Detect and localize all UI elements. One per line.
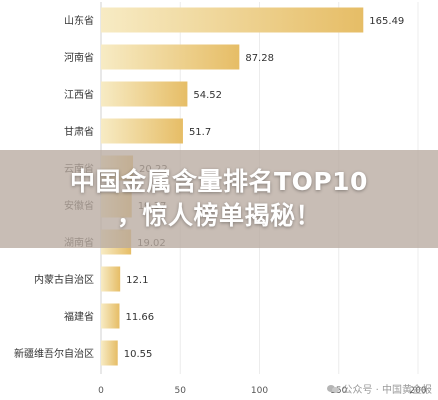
- x-tick-label: 200: [409, 386, 426, 396]
- banner-title-line2: ，惊人榜单揭秘！: [116, 201, 321, 230]
- value-label: 11.66: [125, 312, 154, 323]
- value-label: 12.1: [126, 275, 148, 286]
- category-label: 河南省: [64, 51, 94, 64]
- bar: [101, 7, 364, 33]
- bar: [101, 81, 188, 107]
- category-label: 山东省: [64, 14, 94, 27]
- value-label: 165.49: [369, 16, 404, 27]
- x-tick-label: 100: [251, 386, 268, 396]
- bar: [101, 303, 120, 329]
- watermark-text: 公众号 · 中国黄金报: [342, 385, 432, 396]
- wechat-icon: [327, 384, 340, 394]
- title-banner: 中国金属含量排名TOP10 ，惊人榜单揭秘！: [0, 150, 438, 248]
- value-label: 10.55: [124, 349, 153, 360]
- category-label: 福建省: [64, 310, 94, 323]
- x-tick-label: 0: [98, 386, 104, 396]
- value-label: 51.7: [189, 127, 211, 138]
- bar: [101, 118, 183, 144]
- value-label: 87.28: [245, 53, 274, 64]
- category-label: 内蒙古自治区: [34, 273, 94, 286]
- value-label: 54.52: [193, 90, 222, 101]
- category-label: 甘肃省: [64, 125, 94, 138]
- category-label: 江西省: [64, 88, 94, 101]
- x-tick-label: 50: [175, 386, 187, 396]
- bar: [101, 266, 121, 292]
- bar: [101, 44, 240, 70]
- bar: [101, 340, 118, 366]
- category-label: 新疆维吾尔自治区: [14, 347, 94, 360]
- banner-title-line1: 中国金属含量排名TOP10: [70, 167, 368, 196]
- watermark: 公众号 · 中国黄金报: [327, 381, 432, 396]
